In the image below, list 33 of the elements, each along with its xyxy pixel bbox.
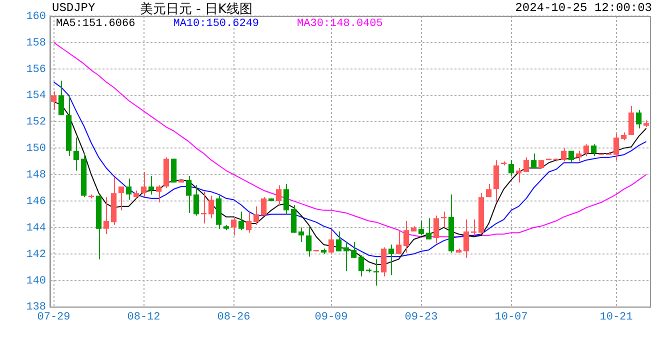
text: MA5:151.6066 xyxy=(56,18,136,30)
candlestick xyxy=(373,258,380,286)
y-tick-label: 154 xyxy=(26,90,46,102)
y-tick-label: 152 xyxy=(26,116,46,129)
candlestick xyxy=(223,224,230,231)
y-tick-label: 156 xyxy=(26,64,46,76)
candlestick xyxy=(516,168,522,184)
candlestick xyxy=(606,152,612,156)
y-tick-label: 146 xyxy=(26,196,46,208)
chart-subtitle: USDJPY xyxy=(52,1,96,15)
candlestick xyxy=(470,219,477,236)
x-tick-label: 08-12 xyxy=(127,311,160,324)
text: MA10:150.6249 xyxy=(173,18,260,30)
y-tick-label: 160 xyxy=(26,10,46,23)
candlestick xyxy=(313,249,320,252)
text: 2024-10-25 12:00:03 xyxy=(515,1,652,15)
y-tick-label: 150 xyxy=(26,143,46,156)
y-tick-label: 158 xyxy=(26,37,46,50)
candlestick xyxy=(200,191,207,224)
y-tick-label: 142 xyxy=(26,248,46,261)
x-tick-label: 08-26 xyxy=(217,311,250,324)
x-tick-label: 10-07 xyxy=(494,311,528,324)
y-tick-label: 148 xyxy=(26,170,46,182)
x-tick-label: 10-21 xyxy=(600,311,634,324)
candlestick xyxy=(500,160,507,166)
x-tick-label: 07-29 xyxy=(37,311,70,324)
chart-title: 美元日元 - 日K线图 xyxy=(140,1,252,18)
x-tick-label: 09-09 xyxy=(314,311,348,324)
y-tick-label: 144 xyxy=(26,222,46,234)
candlestick xyxy=(598,152,604,156)
x-tick-label: 09-23 xyxy=(404,311,438,324)
y-tick-label: 140 xyxy=(26,275,46,288)
text: MA30:148.0405 xyxy=(297,18,383,30)
